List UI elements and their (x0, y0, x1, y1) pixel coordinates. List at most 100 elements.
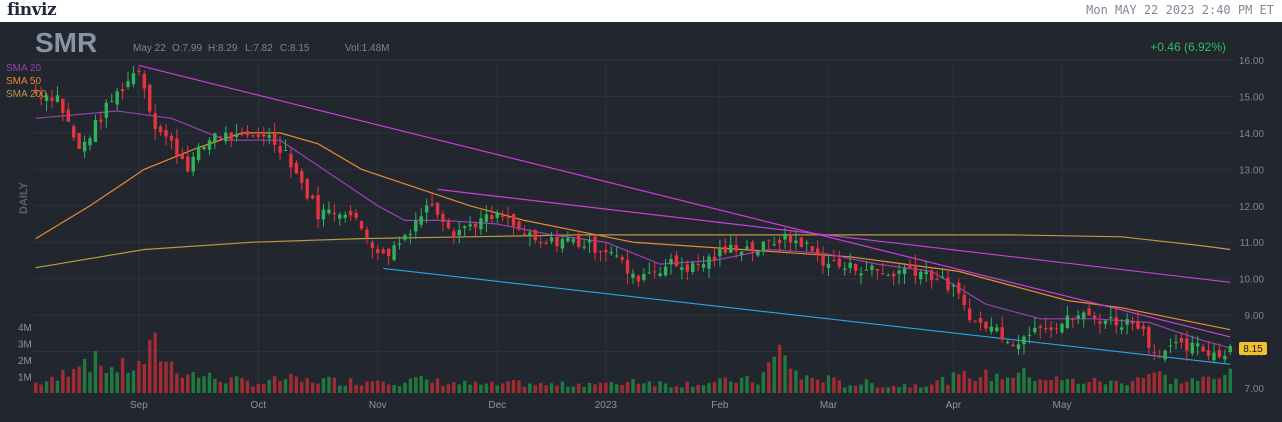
candle-body (832, 260, 836, 262)
volume-bar (234, 376, 239, 393)
volume-bar (604, 382, 608, 393)
volume-bar (137, 360, 141, 393)
volume-bar (99, 365, 103, 393)
candle-body (544, 242, 548, 245)
volume-bar (104, 372, 109, 393)
volume-bar (870, 383, 874, 393)
candle-body (1103, 320, 1108, 324)
volume-bar (1016, 372, 1021, 393)
volume-bar (77, 366, 81, 393)
candle-body (1168, 345, 1173, 347)
candle-body (1098, 321, 1102, 324)
candle-body (44, 95, 49, 101)
volume-bar (153, 332, 157, 393)
candle-body (962, 294, 966, 306)
volume-bar (1141, 377, 1146, 393)
candle-body (419, 216, 423, 225)
candle-body (153, 113, 157, 129)
candle-body (853, 264, 858, 271)
candle-body (587, 240, 592, 243)
candle-body (511, 213, 516, 226)
candle-body (761, 241, 766, 252)
candle-body (1092, 315, 1097, 319)
volume-bar (495, 385, 499, 393)
candle-body (403, 235, 407, 240)
candle-body (300, 170, 304, 183)
candle-body (1016, 344, 1021, 350)
candle-body (332, 212, 337, 215)
volume-bar (289, 373, 293, 393)
volume-bar (256, 383, 261, 393)
volume-bar (365, 381, 369, 393)
volume-bar (636, 383, 641, 393)
volume-bar (555, 385, 559, 393)
legend-sma200: SMA 200 (6, 89, 47, 100)
volume-bar (707, 383, 711, 393)
volume-bar (1087, 382, 1091, 393)
volume-bar (609, 382, 613, 393)
candle-body (34, 89, 38, 93)
candle-body (430, 203, 434, 206)
candle-body (283, 150, 288, 152)
volume-bar (653, 386, 657, 393)
volume-bar (93, 350, 98, 393)
volume-axis: 4M 3M 2M 1M (18, 323, 32, 384)
volume-bar (1022, 367, 1026, 393)
volume-bar (484, 383, 489, 393)
candle-body (457, 229, 461, 236)
volume-bar (951, 372, 956, 393)
volume-bar (756, 384, 760, 393)
volume-bar (430, 382, 434, 393)
candle-body (957, 282, 961, 294)
volume-bar (767, 362, 771, 393)
price-tick-label: 16.00 (1239, 56, 1264, 67)
candle-body (435, 202, 440, 215)
volume-bar (202, 376, 206, 393)
volume-bar (577, 383, 581, 393)
volume-bar (864, 379, 869, 393)
volume-bar (522, 386, 527, 393)
volume-bar (115, 372, 119, 393)
volume-bar (110, 367, 114, 393)
candle-body (441, 214, 445, 223)
volume-bar (300, 381, 304, 393)
candle-body (913, 264, 918, 276)
volume-bar (544, 385, 548, 393)
volume-bar (1103, 384, 1108, 393)
volume-bar (175, 373, 179, 393)
volume-bar (729, 381, 733, 393)
candle-body (560, 238, 565, 249)
last-price-badge (1239, 342, 1267, 355)
candle-body (750, 242, 755, 252)
volume-bar (180, 377, 185, 393)
volume-bar (913, 384, 918, 393)
price-chart[interactable]: 16.00 15.00 14.00 13.00 12.00 11.00 10.00 9.00 8… (0, 22, 1282, 422)
volume-bar (66, 376, 70, 393)
volume-tick-label: 4M (18, 323, 32, 334)
volume-bar (837, 380, 842, 393)
candlesticks (34, 65, 1232, 364)
volume-bar (468, 384, 472, 393)
candle-body (500, 215, 505, 217)
candle-body (615, 255, 619, 257)
candle-body (338, 214, 342, 219)
candle-body (908, 264, 912, 268)
volume-bar (370, 381, 375, 393)
candle-body (718, 249, 722, 257)
volume-bar (875, 387, 880, 393)
volume-bar (34, 382, 38, 393)
candle-body (289, 153, 293, 168)
candle-body (1043, 328, 1048, 330)
candle-body (978, 317, 983, 323)
volume-bar (245, 380, 250, 393)
candle-body (1223, 355, 1227, 360)
volume-bar (886, 387, 890, 393)
candle-body (772, 244, 776, 246)
volume-bar (1071, 378, 1075, 393)
volume-bar (1109, 380, 1113, 393)
finviz-logo[interactable]: finviz (7, 0, 57, 20)
candle-body (577, 235, 581, 247)
candle-body (452, 231, 456, 238)
candle-body (1185, 338, 1189, 351)
candle-body (1038, 326, 1042, 328)
